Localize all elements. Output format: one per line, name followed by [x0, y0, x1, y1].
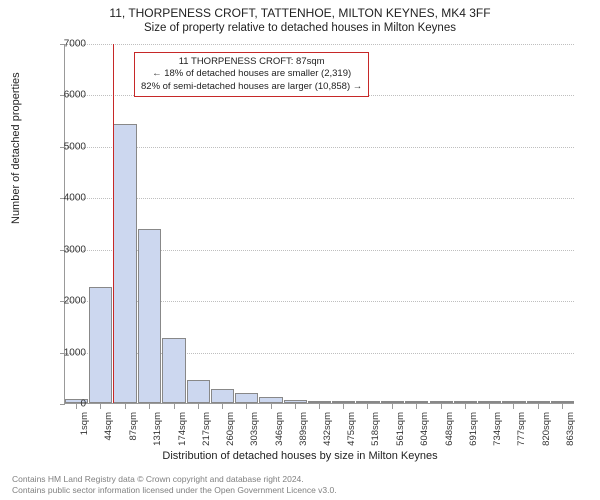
xtick-label: 734sqm	[492, 412, 503, 446]
xtick-label: 217sqm	[201, 412, 212, 446]
histogram-bar	[478, 401, 501, 403]
xtick-label: 389sqm	[298, 412, 309, 446]
xtick-label: 260sqm	[225, 412, 236, 446]
xtick-mark	[441, 404, 442, 409]
ytick-label: 6000	[46, 90, 86, 101]
xtick-label: 432sqm	[322, 412, 333, 446]
plot-box	[64, 44, 574, 404]
xtick-label: 518sqm	[370, 412, 381, 446]
page-subtitle: Size of property relative to detached ho…	[0, 20, 600, 34]
xtick-mark	[465, 404, 466, 409]
xtick-label: 648sqm	[444, 412, 455, 446]
xtick-mark	[125, 404, 126, 409]
annotation-line-3: 82% of semi-detached houses are larger (…	[141, 81, 362, 93]
xtick-label: 691sqm	[468, 412, 479, 446]
ytick-label: 0	[46, 399, 86, 410]
xtick-mark	[198, 404, 199, 409]
gridline	[65, 198, 574, 199]
xtick-label: 87sqm	[128, 412, 139, 441]
xtick-mark	[489, 404, 490, 409]
y-axis-label: Number of detached properties	[10, 72, 22, 224]
xtick-mark	[174, 404, 175, 409]
ytick-label: 3000	[46, 244, 86, 255]
xtick-label: 820sqm	[541, 412, 552, 446]
xtick-label: 346sqm	[274, 412, 285, 446]
xtick-label: 561sqm	[395, 412, 406, 446]
gridline	[65, 44, 574, 45]
footer-attribution: Contains HM Land Registry data © Crown c…	[12, 474, 337, 496]
histogram-bar	[259, 397, 282, 403]
x-axis-label: Distribution of detached houses by size …	[0, 450, 600, 462]
xtick-mark	[367, 404, 368, 409]
histogram-bar	[551, 401, 574, 403]
annotation-line-2: ← 18% of detached houses are smaller (2,…	[141, 68, 362, 80]
page-title: 11, THORPENESS CROFT, TATTENHOE, MILTON …	[0, 0, 600, 20]
histogram-bar	[113, 124, 136, 403]
histogram-bar	[308, 401, 331, 403]
xtick-label: 777sqm	[516, 412, 527, 446]
xtick-label: 303sqm	[249, 412, 260, 446]
xtick-label: 1sqm	[79, 412, 90, 435]
xtick-mark	[246, 404, 247, 409]
histogram-bar	[430, 401, 453, 403]
histogram-bar	[381, 401, 404, 403]
histogram-bar	[187, 380, 210, 403]
footer-line-2: Contains public sector information licen…	[12, 485, 337, 496]
ytick-label: 5000	[46, 141, 86, 152]
xtick-mark	[562, 404, 563, 409]
histogram-bar	[527, 401, 550, 403]
histogram-bar	[235, 393, 258, 403]
histogram-bar	[89, 287, 112, 403]
ytick-label: 2000	[46, 296, 86, 307]
xtick-mark	[149, 404, 150, 409]
histogram-bar	[405, 401, 428, 403]
annotation-line-1: 11 THORPENESS CROFT: 87sqm	[141, 56, 362, 68]
histogram-bar	[211, 389, 234, 403]
xtick-label: 174sqm	[177, 412, 188, 446]
xtick-mark	[319, 404, 320, 409]
xtick-label: 475sqm	[346, 412, 357, 446]
histogram-bar	[454, 401, 477, 403]
xtick-mark	[513, 404, 514, 409]
footer-line-1: Contains HM Land Registry data © Crown c…	[12, 474, 337, 485]
xtick-label: 863sqm	[565, 412, 576, 446]
ytick-label: 1000	[46, 347, 86, 358]
ytick-label: 7000	[46, 39, 86, 50]
xtick-mark	[343, 404, 344, 409]
xtick-label: 131sqm	[152, 412, 163, 446]
histogram-bar	[332, 401, 355, 403]
histogram-bar	[284, 400, 307, 403]
histogram-bar	[502, 401, 525, 403]
xtick-mark	[295, 404, 296, 409]
annotation-box: 11 THORPENESS CROFT: 87sqm ← 18% of deta…	[134, 52, 369, 97]
chart-area: 11 THORPENESS CROFT: 87sqm ← 18% of deta…	[64, 44, 574, 404]
gridline	[65, 147, 574, 148]
xtick-mark	[392, 404, 393, 409]
xtick-label: 44sqm	[103, 412, 114, 441]
xtick-mark	[222, 404, 223, 409]
xtick-mark	[416, 404, 417, 409]
histogram-bar	[356, 401, 379, 403]
ytick-label: 4000	[46, 193, 86, 204]
marker-line	[113, 44, 114, 403]
xtick-label: 604sqm	[419, 412, 430, 446]
xtick-mark	[100, 404, 101, 409]
xtick-mark	[538, 404, 539, 409]
xtick-mark	[271, 404, 272, 409]
histogram-bar	[138, 229, 161, 403]
histogram-bar	[162, 338, 185, 403]
